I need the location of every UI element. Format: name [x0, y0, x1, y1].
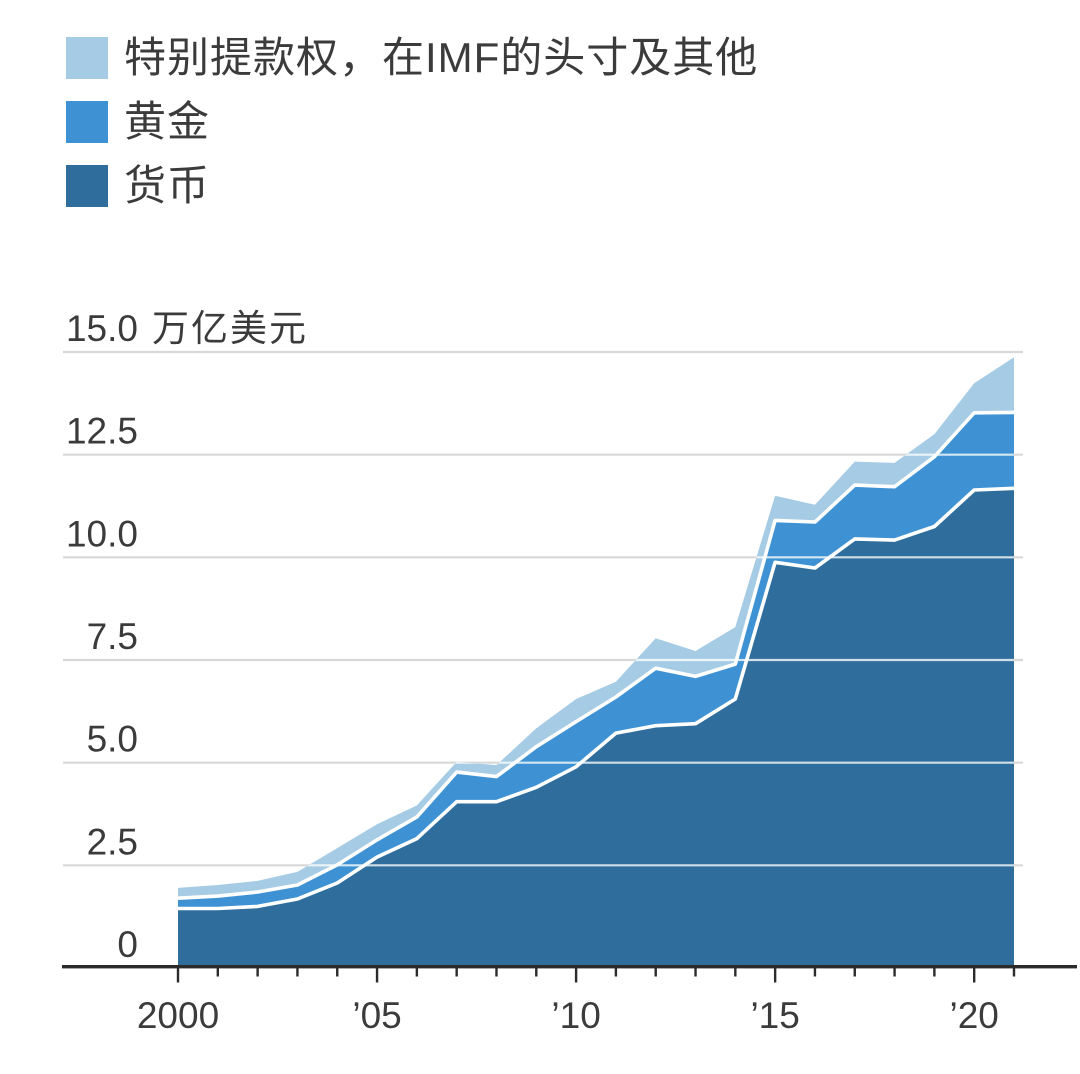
- y-tick-label-0: 0: [117, 924, 138, 965]
- legend-item-currency: 货币: [66, 164, 758, 208]
- x-tick-label-2000: 2000: [137, 995, 219, 1036]
- x-axis-ticks: [176, 968, 1016, 983]
- x-tick-label-2015: ’15: [750, 995, 799, 1036]
- x-tick-label-2005: ’05: [352, 995, 401, 1036]
- x-axis-line: [62, 965, 1077, 969]
- legend-swatch-sdr-icon: [66, 37, 108, 79]
- legend-swatch-gold-icon: [66, 101, 108, 143]
- legend-swatch-currency-icon: [66, 165, 108, 207]
- x-tick-label-2020: ’20: [949, 995, 998, 1036]
- area-currency: [178, 488, 1014, 968]
- y-tick-label-2.5: 2.5: [87, 821, 138, 862]
- y-tick-label-10.0: 10.0: [66, 513, 138, 554]
- x-tick-label-2010: ’10: [551, 995, 600, 1036]
- y-tick-label-7.5: 7.5: [87, 616, 138, 657]
- legend-item-gold: 黄金: [66, 100, 758, 144]
- legend-label-currency: 货币: [124, 162, 211, 209]
- y-tick-label-12.5: 12.5: [66, 411, 138, 452]
- legend: 特别提款权，在IMF的头寸及其他 黄金 货币: [66, 36, 758, 228]
- legend-label-sdr: 特别提款权，在IMF的头寸及其他: [124, 34, 759, 81]
- x-axis-labels: 2000 ’05 ’10 ’15 ’20: [137, 995, 999, 1036]
- y-axis-unit-label: 万亿美元: [152, 308, 308, 349]
- y-tick-label-5.0: 5.0: [87, 719, 138, 760]
- currency-top-stroke: [178, 486, 1015, 911]
- y-axis-top-tick-label: 15.0: [66, 308, 138, 349]
- band-separators: [177, 410, 1015, 911]
- legend-label-gold: 黄金: [124, 98, 211, 145]
- y-axis-labels: 0 2.5 5.0 7.5 10.0 12.5: [66, 411, 138, 965]
- gold-top-stroke: [177, 410, 1015, 900]
- legend-item-sdr: 特别提款权，在IMF的头寸及其他: [66, 36, 758, 80]
- areas: [178, 357, 1014, 968]
